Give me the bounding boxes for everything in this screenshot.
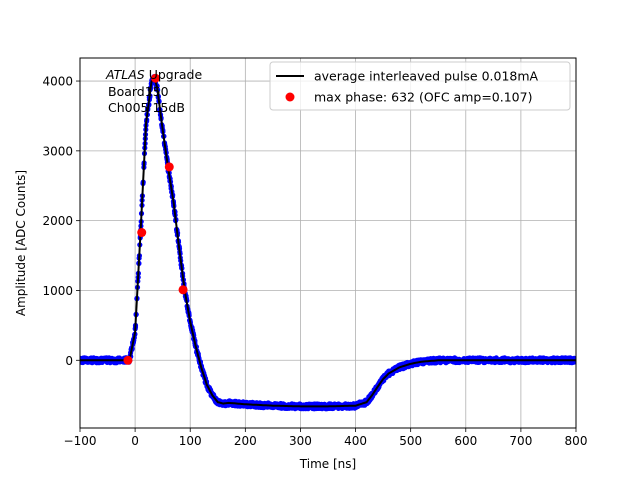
x-tick-label: 0 bbox=[131, 434, 139, 448]
legend-box bbox=[269, 61, 571, 111]
x-tick-label: −100 bbox=[64, 434, 97, 448]
legend-entry-average: average interleaved pulse 0.018mA bbox=[314, 69, 539, 84]
annotation-channel: Ch005 15dB bbox=[108, 100, 185, 115]
legend-marker-swatch bbox=[285, 92, 295, 102]
x-axis-ticks: −100 0 100 200 300 400 500 600 700 800 bbox=[64, 428, 588, 448]
annotation-atlas: ATLAS bbox=[105, 67, 145, 82]
legend-entry-max-phase: max phase: 632 (OFC amp=0.107) bbox=[314, 90, 532, 105]
x-tick-label: 400 bbox=[344, 434, 367, 448]
max-phase-point bbox=[178, 285, 188, 295]
x-tick-label: 700 bbox=[509, 434, 532, 448]
y-axis-ticks: 0 1000 2000 3000 4000 bbox=[42, 75, 80, 368]
max-phase-point bbox=[164, 162, 174, 172]
annotation-board: Board150 bbox=[108, 84, 169, 99]
x-tick-label: 200 bbox=[234, 434, 257, 448]
max-phase-point bbox=[137, 228, 147, 238]
max-phase-point bbox=[151, 73, 161, 83]
grid-lines bbox=[80, 58, 576, 428]
max-phase-point bbox=[123, 355, 133, 365]
y-tick-label: 3000 bbox=[42, 144, 73, 158]
y-tick-label: 1000 bbox=[42, 284, 73, 298]
max-phase-points bbox=[123, 73, 188, 365]
x-tick-label: 500 bbox=[399, 434, 422, 448]
x-tick-label: 300 bbox=[289, 434, 312, 448]
plot-frame bbox=[79, 57, 577, 429]
x-tick-label: 600 bbox=[454, 434, 477, 448]
y-tick-label: 2000 bbox=[42, 214, 73, 228]
atlas-annotation: ATLAS Upgrade Board150 Ch005 15dB bbox=[105, 67, 202, 115]
legend: average interleaved pulse 0.018mA max ph… bbox=[269, 61, 571, 111]
x-tick-label: 100 bbox=[179, 434, 202, 448]
annotation-upgrade: Upgrade bbox=[145, 67, 203, 82]
average-pulse-line bbox=[80, 76, 576, 408]
y-tick-label: 0 bbox=[65, 354, 73, 368]
y-axis-label: Amplitude [ADC Counts] bbox=[14, 170, 28, 316]
y-tick-label: 4000 bbox=[42, 75, 73, 89]
x-axis-label: Time [ns] bbox=[299, 457, 356, 471]
annotation-line-1: ATLAS Upgrade bbox=[105, 67, 202, 82]
x-tick-label: 800 bbox=[565, 434, 588, 448]
